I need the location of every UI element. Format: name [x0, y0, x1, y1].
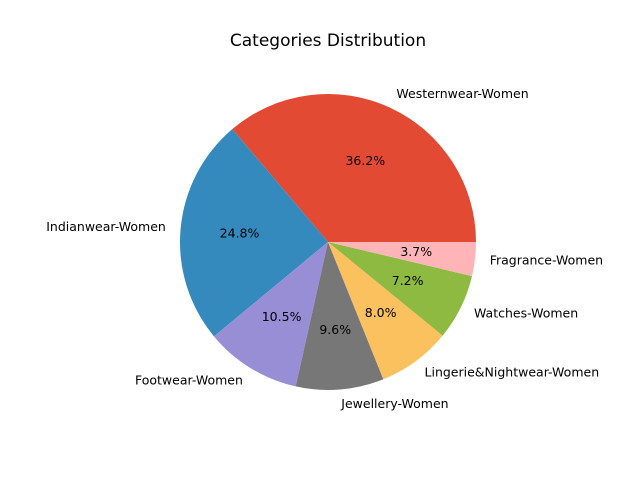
slice-category-label: Footwear-Women: [135, 372, 243, 387]
slice-category-label: Westernwear-Women: [396, 86, 528, 101]
slice-percent-label: 36.2%: [345, 153, 385, 168]
slice-category-label: Fragrance-Women: [490, 252, 603, 267]
slice-percent-label: 9.6%: [319, 322, 351, 337]
pie-slice: [180, 129, 328, 337]
slice-percent-label: 7.2%: [392, 273, 424, 288]
slice-percent-label: 3.7%: [400, 244, 432, 259]
pie-slice: [213, 242, 328, 387]
slice-category-label: Watches-Women: [474, 306, 578, 321]
slice-percent-label: 10.5%: [262, 309, 302, 324]
pie-slice: [328, 242, 476, 277]
chart-title: Categories Distribution: [229, 31, 427, 51]
slice-category-label: Jewellery-Women: [340, 396, 448, 411]
slice-percent-label: 24.8%: [220, 226, 260, 241]
slice-percent-label: 8.0%: [365, 305, 397, 320]
pie-slice: [232, 93, 477, 242]
slice-category-label: Indianwear-Women: [46, 219, 166, 234]
pie-slice: [328, 242, 473, 336]
pie-slice: [328, 242, 443, 380]
slice-category-label: Lingerie&Nightwear-Women: [425, 365, 600, 380]
pie-slice: [295, 242, 384, 390]
